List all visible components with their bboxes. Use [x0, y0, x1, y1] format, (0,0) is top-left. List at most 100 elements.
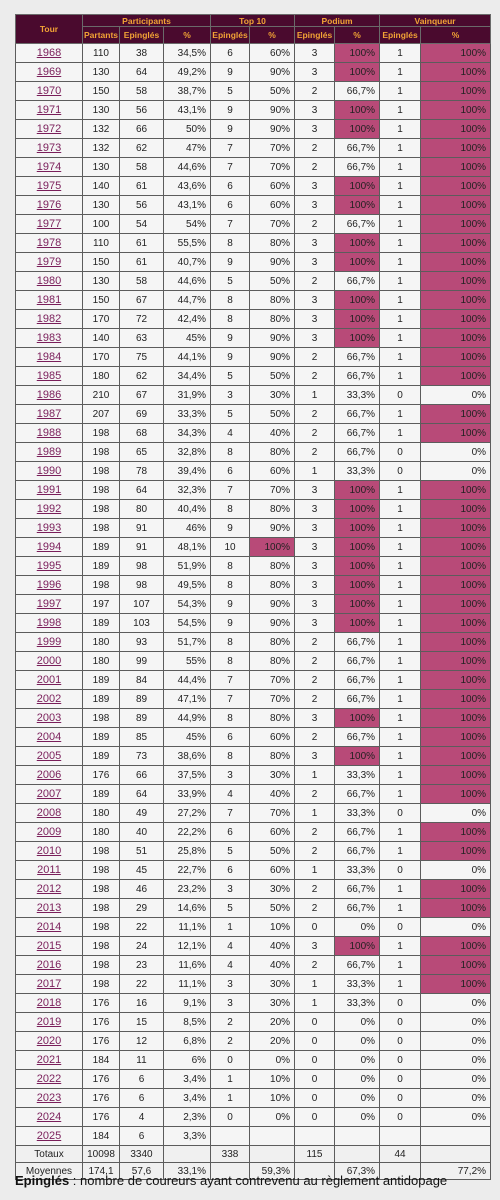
tour-year-link[interactable]: 1986 — [36, 389, 62, 401]
tour-year-link[interactable]: 1987 — [36, 408, 62, 420]
cell-top10: 5 — [210, 841, 251, 861]
cell-top10-percent: 90% — [249, 100, 296, 120]
tour-year-link[interactable]: 1992 — [36, 503, 62, 515]
cell-tour-year: 1988 — [15, 423, 83, 443]
cell-vainqueur: 1 — [379, 784, 422, 804]
tour-year-link[interactable]: 1978 — [36, 237, 62, 249]
cell-epingles: 6 — [119, 1126, 164, 1146]
tour-year-link[interactable]: 1995 — [36, 560, 62, 572]
tour-year-link[interactable]: 2001 — [36, 674, 62, 686]
table-row: 2008 180 49 27,2% 7 70% 1 33,3% 0 0% — [15, 803, 492, 823]
tour-year-link[interactable]: 1975 — [36, 180, 62, 192]
tour-year-link[interactable]: 2024 — [36, 1111, 62, 1123]
cell-top10: 9 — [210, 328, 251, 348]
tour-year-link[interactable]: 2003 — [36, 712, 62, 724]
tour-year-link[interactable]: 1974 — [36, 161, 62, 173]
cell-tour-year: 1973 — [15, 138, 83, 158]
tour-year-link[interactable]: 2002 — [36, 693, 62, 705]
tour-year-link[interactable]: 1988 — [36, 427, 62, 439]
tour-year-link[interactable]: 2006 — [36, 769, 62, 781]
tour-year-link[interactable]: 2008 — [36, 807, 62, 819]
cell-podium: 2 — [294, 423, 336, 443]
tour-year-link[interactable]: 1989 — [36, 446, 62, 458]
tour-year-link[interactable]: 1980 — [36, 275, 62, 287]
tour-year-link[interactable]: 2009 — [36, 826, 62, 838]
cell-partants: 198 — [82, 499, 120, 519]
cell-vainqueur-percent: 100% — [420, 214, 492, 234]
cell-percent: 23,2% — [162, 879, 212, 899]
table-row: 1971 130 56 43,1% 9 90% 3 100% 1 100% — [15, 100, 492, 120]
tour-year-link[interactable]: 2005 — [36, 750, 62, 762]
cell-vainqueur-percent: 0% — [420, 461, 492, 481]
tour-year-link[interactable]: 2018 — [36, 997, 62, 1009]
tour-year-link[interactable]: 1969 — [36, 66, 62, 78]
cell-partants: 150 — [82, 81, 120, 101]
tour-year-link[interactable]: 1991 — [36, 484, 62, 496]
tour-year-link[interactable]: 1971 — [36, 104, 62, 116]
cell-podium-percent: 33,3% — [334, 803, 381, 823]
tour-year-link[interactable]: 2023 — [36, 1092, 62, 1104]
tour-year-link[interactable]: 2014 — [36, 921, 62, 933]
tour-year-link[interactable]: 2000 — [36, 655, 62, 667]
cell-percent: 39,4% — [162, 461, 212, 481]
cell-vainqueur: 1 — [379, 632, 422, 652]
cell-top10-percent: 50% — [249, 81, 296, 101]
tour-year-link[interactable]: 1968 — [36, 47, 62, 59]
tour-year-link[interactable]: 2010 — [36, 845, 62, 857]
cell-tour-year: 1981 — [15, 290, 83, 310]
tour-year-link[interactable]: 2012 — [36, 883, 62, 895]
cell-podium: 3 — [294, 233, 336, 253]
cell-podium: 1 — [294, 993, 336, 1013]
tour-year-link[interactable]: 2016 — [36, 959, 62, 971]
cell-vainqueur-percent: 0% — [420, 1107, 492, 1127]
cell-epingles: 61 — [119, 233, 164, 253]
cell-podium: 1 — [294, 765, 336, 785]
cell-tour-year: 2017 — [15, 974, 83, 994]
cell-epingles: 56 — [119, 195, 164, 215]
tour-year-link[interactable]: 2021 — [36, 1054, 62, 1066]
tour-year-link[interactable]: 1983 — [36, 332, 62, 344]
cell-vainqueur-percent: 100% — [420, 556, 492, 576]
tour-year-link[interactable]: 1998 — [36, 617, 62, 629]
tour-year-link[interactable]: 1993 — [36, 522, 62, 534]
tour-year-link[interactable]: 2015 — [36, 940, 62, 952]
tour-year-link[interactable]: 1979 — [36, 256, 62, 268]
tour-year-link[interactable]: 1977 — [36, 218, 62, 230]
tour-year-link[interactable]: 1972 — [36, 123, 62, 135]
tour-year-link[interactable]: 2013 — [36, 902, 62, 914]
cell-vainqueur-percent: 100% — [420, 518, 492, 538]
tour-year-link[interactable]: 1999 — [36, 636, 62, 648]
tour-year-link[interactable]: 1996 — [36, 579, 62, 591]
header-podium-percent: % — [334, 26, 381, 44]
cell-top10-percent: 90% — [249, 347, 296, 367]
cell-partants: 184 — [82, 1050, 120, 1070]
tour-year-link[interactable]: 2019 — [36, 1016, 62, 1028]
tour-year-link[interactable]: 1982 — [36, 313, 62, 325]
tour-year-link[interactable]: 2011 — [37, 864, 61, 876]
tour-year-link[interactable]: 2025 — [36, 1130, 62, 1142]
header-vainqueur-percent: % — [420, 26, 492, 44]
cell-vainqueur: 1 — [379, 366, 422, 386]
tour-year-link[interactable]: 2020 — [36, 1035, 62, 1047]
tour-year-link[interactable]: 1970 — [36, 85, 62, 97]
cell-vainqueur: 1 — [379, 119, 422, 139]
tour-year-link[interactable]: 2004 — [36, 731, 62, 743]
cell-podium: 3 — [294, 252, 336, 272]
tour-year-link[interactable]: 1994 — [36, 541, 62, 553]
tour-year-link[interactable]: 1990 — [36, 465, 62, 477]
tour-year-link[interactable]: 1997 — [36, 598, 62, 610]
tour-year-link[interactable]: 1984 — [36, 351, 62, 363]
tour-year-link[interactable]: 2007 — [36, 788, 62, 800]
cell-epingles: 49 — [119, 803, 164, 823]
tour-year-link[interactable]: 1976 — [36, 199, 62, 211]
cell-podium-percent: 0% — [334, 1088, 381, 1108]
tour-year-link[interactable]: 1973 — [36, 142, 62, 154]
tour-year-link[interactable]: 2017 — [36, 978, 62, 990]
tour-year-link[interactable]: 1981 — [36, 294, 62, 306]
cell-tour-year: 1985 — [15, 366, 83, 386]
cell-partants: 198 — [82, 879, 120, 899]
tour-year-link[interactable]: 1985 — [36, 370, 62, 382]
tour-year-link[interactable]: 2022 — [36, 1073, 62, 1085]
cell-percent: 51,7% — [162, 632, 212, 652]
cell-podium: 3 — [294, 708, 336, 728]
